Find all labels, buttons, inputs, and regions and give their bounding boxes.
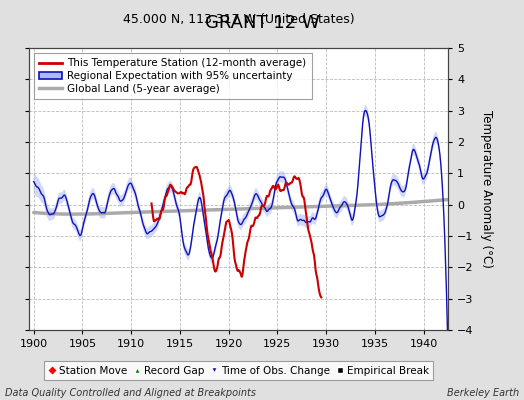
Text: GRANT 12 W: GRANT 12 W	[205, 14, 319, 32]
Text: Berkeley Earth: Berkeley Earth	[446, 388, 519, 398]
Legend: Station Move, Record Gap, Time of Obs. Change, Empirical Break: Station Move, Record Gap, Time of Obs. C…	[43, 362, 433, 380]
Text: Data Quality Controlled and Aligned at Breakpoints: Data Quality Controlled and Aligned at B…	[5, 388, 256, 398]
Title: 45.000 N, 113.317 W (United States): 45.000 N, 113.317 W (United States)	[123, 13, 354, 26]
Y-axis label: Temperature Anomaly (°C): Temperature Anomaly (°C)	[480, 110, 493, 268]
